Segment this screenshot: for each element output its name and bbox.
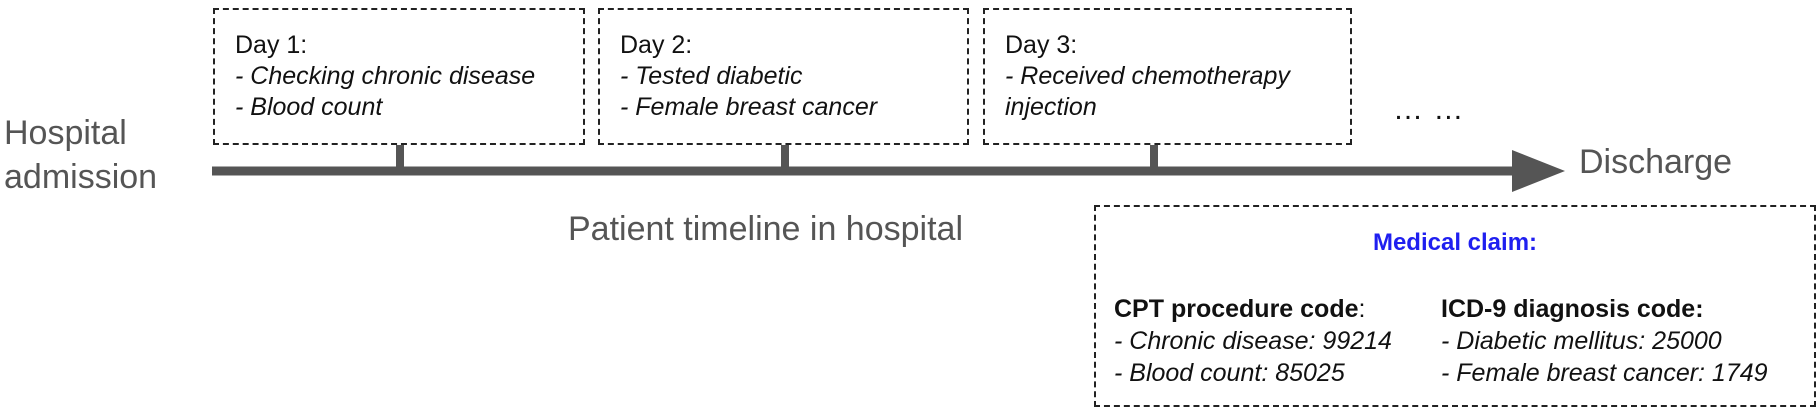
icd-line-2: - Female breast cancer: 1749 [1441, 359, 1768, 387]
admission-label: Hospital admission [4, 111, 157, 199]
day-2-line-1: - Tested diabetic [620, 62, 803, 90]
day-1-title: Day 1: [235, 31, 308, 59]
day-3-title: Day 3: [1005, 31, 1078, 59]
day-3-box: Day 3: - Received chemotherapy injection [983, 8, 1352, 145]
day-1-line-2: - Blood count [235, 93, 383, 121]
timeline-arrowhead [1512, 150, 1565, 192]
icd-code-column: ICD-9 diagnosis code: - Diabetic mellitu… [1441, 293, 1768, 389]
day-1-line-1: - Checking chronic disease [235, 62, 536, 90]
discharge-label: Discharge [1579, 143, 1733, 181]
medical-claim-box: Medical claim: CPT procedure code: - Chr… [1094, 205, 1816, 407]
medical-claim-title: Medical claim: [1372, 229, 1538, 256]
icd-heading: ICD-9 diagnosis code: [1441, 295, 1704, 323]
day-3-line-1: - Received chemotherapy [1005, 62, 1290, 90]
cpt-heading: CPT procedure code: [1114, 293, 1392, 325]
day-1-box: Day 1: - Checking chronic disease - Bloo… [213, 8, 585, 145]
timeline-caption: Patient timeline in hospital [568, 210, 964, 248]
cpt-line-1: - Chronic disease: 99214 [1114, 327, 1392, 355]
day-2-title: Day 2: [620, 31, 693, 59]
timeline-ellipsis: … … [1393, 93, 1465, 126]
cpt-heading-colon: : [1358, 295, 1366, 323]
day-3-line-2: injection [1005, 93, 1097, 121]
cpt-code-column: CPT procedure code: - Chronic disease: 9… [1114, 293, 1392, 389]
cpt-heading-text: CPT procedure code [1114, 295, 1359, 323]
admission-label-line-2: admission [4, 158, 158, 196]
day-2-line-2: - Female breast cancer [620, 93, 878, 121]
icd-line-1: - Diabetic mellitus: 25000 [1441, 327, 1722, 355]
day-2-box: Day 2: - Tested diabetic - Female breast… [598, 8, 969, 145]
admission-label-line-1: Hospital [4, 114, 127, 152]
cpt-line-2: - Blood count: 85025 [1114, 359, 1345, 387]
